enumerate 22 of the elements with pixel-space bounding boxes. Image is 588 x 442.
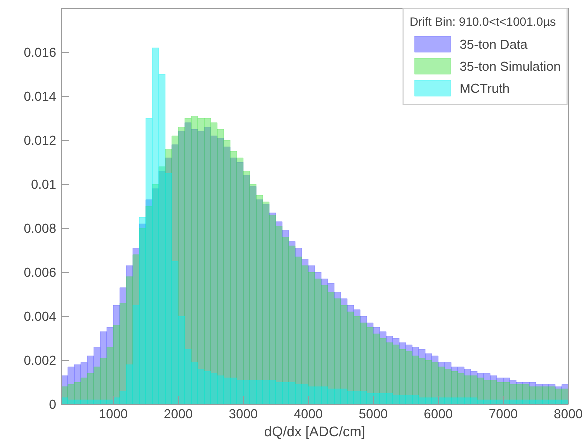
y-tick-label: 0.006: [24, 265, 57, 280]
x-tick-label: 2000: [164, 406, 193, 422]
x-tick-label: 7000: [489, 406, 518, 422]
y-tick-label: 0.016: [24, 45, 57, 60]
x-tick-label: 5000: [359, 406, 388, 422]
y-tick-label: 0.01: [31, 177, 57, 192]
y-tick-label: 0.014: [24, 89, 57, 104]
x-tick-label: 4000: [294, 406, 323, 422]
x-tick-label: 6000: [424, 406, 453, 422]
legend-label: MCTruth: [460, 80, 510, 96]
x-axis-title: dQ/dx [ADC/cm]: [264, 424, 366, 440]
y-tick-label: 0.004: [24, 309, 57, 324]
legend-title: Drift Bin: 910.0<t<1001.0µs: [410, 15, 558, 29]
x-tick-label: 1000: [99, 406, 128, 422]
x-tick-label: 3000: [229, 406, 258, 422]
x-tick-label: 8000: [554, 406, 583, 422]
y-tick-label: 0.008: [24, 221, 57, 236]
y-tick-label: 0.012: [24, 133, 57, 148]
y-tick-label: 0: [49, 397, 57, 412]
legend-label: 35-ton Data: [460, 36, 528, 52]
legend-label: 35-ton Simulation: [460, 58, 561, 74]
y-tick-label: 0.002: [24, 353, 57, 368]
